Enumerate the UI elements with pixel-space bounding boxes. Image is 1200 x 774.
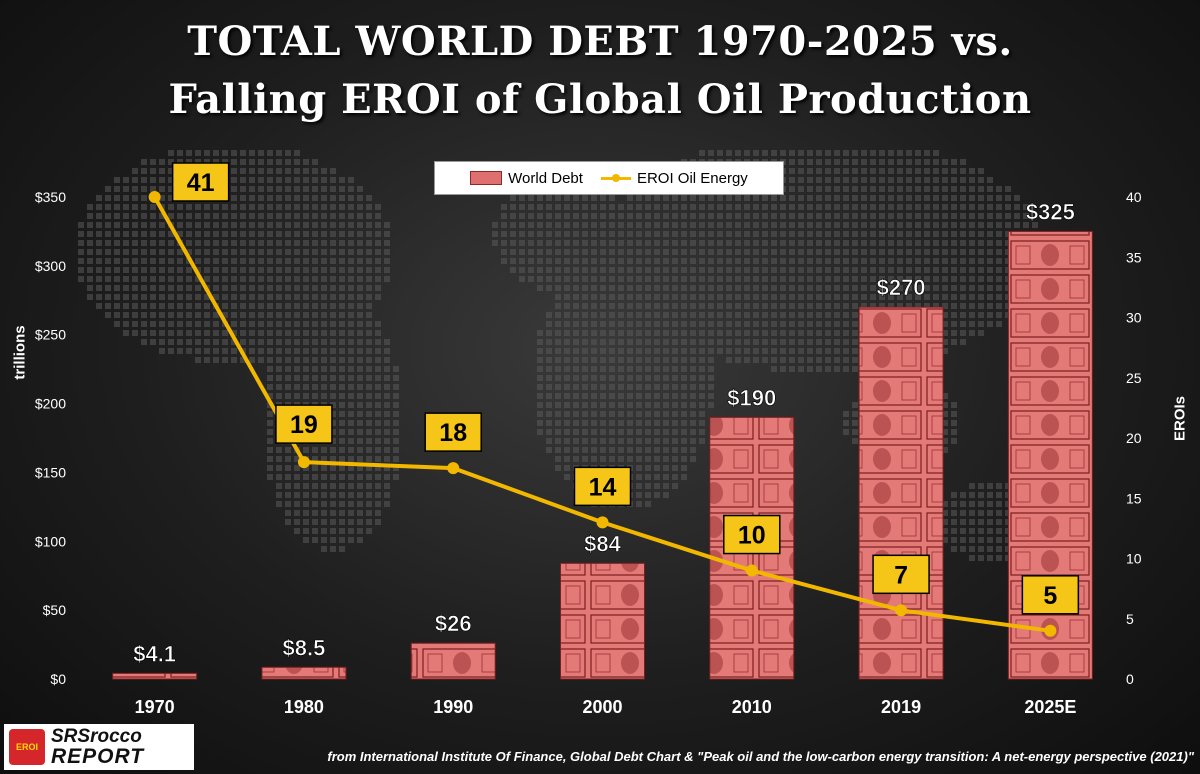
eroi-label: 19 bbox=[275, 404, 333, 444]
eroi-label-box bbox=[1021, 575, 1080, 615]
eroi-badge-icon: EROI bbox=[9, 729, 45, 765]
y-left-tick-label: $0 bbox=[50, 671, 66, 687]
y-right-tick-label: 20 bbox=[1126, 430, 1142, 446]
eroi-label: 7 bbox=[872, 554, 930, 595]
x-tick-label: 1970 bbox=[135, 697, 175, 717]
eroi-label-box bbox=[275, 404, 333, 444]
eroi-point bbox=[895, 604, 908, 617]
logo-line-2: REPORT bbox=[51, 745, 145, 768]
legend-label-eroi: EROI Oil Energy bbox=[636, 169, 748, 187]
eroi-label-text: 14 bbox=[589, 473, 617, 501]
legend-label-world-debt: World Debt bbox=[508, 169, 583, 187]
debt-bar bbox=[112, 672, 198, 680]
eroi-label-text: 41 bbox=[187, 169, 215, 197]
eroi-label-text: 5 bbox=[1043, 582, 1057, 610]
eroi-label-box bbox=[171, 162, 230, 202]
logo-text: SRSrocco REPORT bbox=[51, 727, 144, 767]
debt-bar-label: $26 bbox=[435, 611, 472, 636]
legend: World Debt EROI Oil Energy bbox=[434, 161, 784, 195]
eroi-point bbox=[1044, 624, 1057, 637]
debt-bar bbox=[560, 562, 645, 680]
debt-bar bbox=[261, 666, 347, 680]
y-left-tick-label: $200 bbox=[35, 396, 66, 412]
eroi-label-text: 18 bbox=[439, 419, 467, 447]
y-right-tick-label: 35 bbox=[1126, 249, 1142, 265]
eroi-label: 41 bbox=[171, 162, 230, 202]
srsrocco-report-logo: EROI SRSrocco REPORT bbox=[4, 724, 194, 770]
debt-bar-label: $8.5 bbox=[283, 635, 326, 660]
y-right-tick-label: 30 bbox=[1126, 310, 1142, 326]
y-left-tick-label: $100 bbox=[35, 533, 66, 549]
chart-title-line-2: Falling EROI of Global Oil Production bbox=[168, 76, 1032, 123]
eroi-label-box bbox=[573, 466, 632, 507]
eroi-label: 14 bbox=[573, 466, 632, 507]
eroi-label: 18 bbox=[424, 412, 482, 452]
x-tick-label: 2000 bbox=[582, 697, 622, 717]
logo-line-1: SRSrocco bbox=[51, 726, 142, 747]
legend-swatch-line bbox=[600, 172, 631, 184]
eroi-point bbox=[745, 564, 758, 577]
y-right-tick-label: 5 bbox=[1126, 611, 1134, 627]
x-tick-label: 1990 bbox=[433, 697, 473, 717]
eroi-label-box bbox=[872, 554, 930, 595]
legend-swatch-bar bbox=[470, 171, 503, 185]
eroi-label: 5 bbox=[1021, 575, 1080, 615]
debt-bar-label: $325 bbox=[1026, 199, 1075, 224]
eroi-point bbox=[297, 456, 310, 469]
eroi-point bbox=[148, 191, 161, 203]
y-axis-left-title: trillions bbox=[11, 325, 29, 380]
eroi-label-text: 7 bbox=[894, 561, 908, 589]
x-tick-label: 2025E bbox=[1024, 697, 1076, 717]
x-tick-label: 2019 bbox=[881, 697, 921, 717]
y-right-tick-label: 25 bbox=[1126, 370, 1142, 386]
y-left-tick-label: $300 bbox=[35, 258, 66, 274]
legend-item-world-debt: World Debt bbox=[470, 170, 583, 187]
eroi-label-box bbox=[424, 412, 482, 452]
eroi-label-text: 10 bbox=[738, 522, 766, 550]
y-left-tick-label: $350 bbox=[35, 189, 66, 205]
eroi-point bbox=[596, 516, 609, 529]
x-tick-label: 1980 bbox=[284, 697, 324, 717]
eroi-label-box bbox=[723, 514, 781, 555]
debt-bar bbox=[410, 642, 496, 680]
y-axis-right-title: EROIs bbox=[1171, 396, 1189, 442]
y-right-tick-label: 40 bbox=[1126, 189, 1142, 205]
debt-bar-label: $4.1 bbox=[133, 641, 176, 666]
debt-bar bbox=[858, 306, 944, 680]
x-tick-label: 2010 bbox=[732, 697, 772, 717]
y-left-tick-label: $250 bbox=[35, 327, 66, 343]
chart-title-line-1: TOTAL WORLD DEBT 1970-2025 vs. bbox=[187, 18, 1013, 65]
debt-bar-label: $84 bbox=[584, 531, 621, 556]
y-right-tick-label: 0 bbox=[1126, 671, 1134, 687]
eroi-label: 10 bbox=[723, 514, 781, 555]
source-footnote: from International Institute Of Finance,… bbox=[327, 749, 1194, 764]
eroi-point bbox=[447, 462, 460, 475]
legend-item-eroi: EROI Oil Energy bbox=[600, 169, 748, 187]
y-right-tick-label: 10 bbox=[1126, 551, 1142, 567]
y-left-tick-label: $50 bbox=[43, 602, 67, 618]
debt-bar-label: $270 bbox=[877, 275, 926, 300]
y-right-tick-label: 15 bbox=[1126, 490, 1142, 506]
eroi-label-text: 19 bbox=[290, 411, 318, 439]
y-left-tick-label: $150 bbox=[35, 464, 66, 480]
debt-bar-label: $190 bbox=[727, 385, 776, 410]
